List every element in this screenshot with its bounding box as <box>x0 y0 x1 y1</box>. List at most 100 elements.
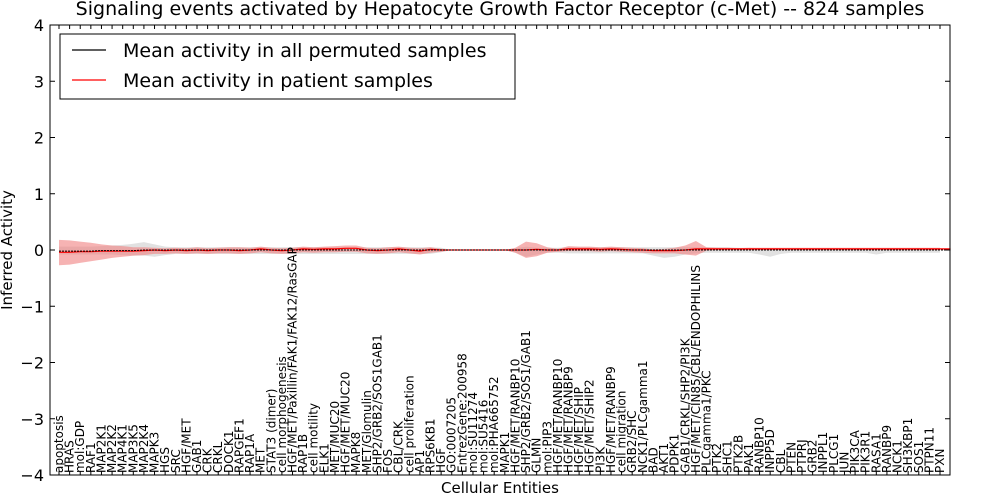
x-tick-label: CBL <box>774 449 788 473</box>
x-tick-label: HGF/MET/RANBP10 <box>508 359 522 473</box>
x-tick-label: MAPK3 <box>148 432 162 473</box>
x-tick-label: RANBP10 <box>753 417 767 473</box>
y-tick-label: −3 <box>20 410 44 429</box>
x-tick-label: JUN <box>837 452 851 474</box>
x-tick-label: PTPRJ <box>795 439 809 473</box>
x-tick-label: HGF/MET <box>179 418 193 473</box>
x-tick-label: PDPK1 <box>668 434 682 473</box>
x-axis <box>58 25 941 475</box>
x-tick-label: STAT3 (dimer) <box>264 389 278 473</box>
y-tick-label: 2 <box>34 129 44 148</box>
x-tick-label: RAF1 <box>84 442 98 473</box>
x-tick-label: GRB2/SHC <box>625 410 639 473</box>
x-tick-label: HGF/MET/RANBP10 <box>551 359 565 473</box>
x-tick-labels: apoptosisHRASmol:GDPRAF1MAP2K1MAP2K2MAP4… <box>52 247 947 474</box>
legend-box <box>59 33 516 100</box>
x-tick-label: ELK1 <box>317 443 331 473</box>
permuted-mean-line <box>59 249 951 252</box>
x-axis-title: Cellular Entities <box>441 479 559 497</box>
x-tick-label: HGF <box>434 448 448 473</box>
x-tick-label: PLCG1 <box>827 434 841 473</box>
x-tick-label: GAB1 <box>190 440 204 473</box>
x-tick-label: cell migration <box>615 391 629 473</box>
chart-title: Signaling events activated by Hepatocyte… <box>76 0 925 20</box>
x-tick-label: NCK1/PLCgamma1 <box>636 360 650 473</box>
x-tick-label: AP1 <box>413 450 427 473</box>
x-tick-label: PTPN11 <box>922 427 936 473</box>
x-tick-label: INPPL1 <box>816 432 830 473</box>
x-tick-label: PI3K <box>593 446 607 473</box>
y-tick-label: −4 <box>20 466 44 485</box>
x-tick-label: HRAS <box>63 440 77 473</box>
x-tick-label: cell morphogenesis <box>275 356 289 473</box>
x-tick-label: HGS <box>158 447 172 473</box>
x-tick-label: HGF/MET/SHIP <box>572 387 586 473</box>
x-tick-label: cell motility <box>307 403 321 473</box>
y-tick-label: −2 <box>20 354 44 373</box>
x-tick-label: HGF/MET/RANBP9 <box>561 366 575 473</box>
x-tick-label: HGF/MET/RANBP9 <box>604 366 618 473</box>
x-tick-label: MET/MUC20 <box>328 401 342 473</box>
y-axis: −4 −3 −2 −1 0 1 2 3 4 <box>20 16 950 485</box>
x-tick-label: MAPK8 <box>349 432 363 473</box>
x-tick-label: RAPGEF1 <box>232 418 246 473</box>
x-tick-label: SOS1 <box>912 441 926 473</box>
x-tick-label: GAB1/CRKL/SHP2/PI3K <box>678 337 692 473</box>
x-tick-label: cell proliferation <box>402 375 416 473</box>
x-tick-label: PXN <box>933 449 947 473</box>
x-tick-label: MAP4K1 <box>116 424 130 473</box>
y-tick-label: 1 <box>34 185 44 204</box>
x-tick-label: RASA1 <box>869 433 883 473</box>
x-tick-label: PTEN <box>784 442 798 473</box>
x-tick-label: mol:PHA665752 <box>487 376 501 473</box>
x-tick-label: GO:0007205 <box>445 397 459 473</box>
y-axis-title: Inferred Activity <box>0 190 16 310</box>
x-tick-label: SHP2/GRB2/SOS1GAB1 <box>370 334 384 473</box>
legend: Mean activity in all permuted samples Me… <box>59 33 516 100</box>
y-tick-label: 4 <box>34 16 44 35</box>
x-tick-label: mol:PIP3 <box>540 421 554 473</box>
x-tick-label: MAPK1 <box>498 432 512 473</box>
x-tick-label: MAP2K4 <box>137 424 151 473</box>
x-tick-label: CRKL <box>211 441 225 473</box>
x-tick-label: RANBP9 <box>880 425 894 473</box>
x-tick-label: mol:SU5416 <box>477 400 491 473</box>
x-tick-label: PAK1 <box>742 443 756 473</box>
x-tick-label: RPS6KB1 <box>424 418 438 473</box>
y-tick-label: 3 <box>34 72 44 91</box>
x-tick-label: HGF/MET/MUC20 <box>339 372 353 473</box>
x-tick-label: SHP2/GRB2/SOS1/GAB1 <box>519 330 533 473</box>
y-tick-label: −1 <box>20 297 44 316</box>
x-tick-label: PTK2B <box>731 435 745 473</box>
x-tick-label: SH3KBP1 <box>901 418 915 473</box>
x-tick-label: HGF/MET/SHIP2 <box>583 379 597 473</box>
x-tick-label: MAP2K1 <box>94 424 108 473</box>
x-tick-label: HGF/MET/Paxillin/FAK1/FAK12/RasGAP <box>286 247 300 473</box>
x-tick-label: PLCgamma1/PKC <box>699 370 713 473</box>
x-tick-label: GLMN <box>530 438 544 473</box>
x-tick-label: INPP5D <box>763 429 777 473</box>
legend-label-permuted: Mean activity in all permuted samples <box>123 40 486 62</box>
x-tick-label: CBL/CRK <box>392 420 406 473</box>
x-tick-label: SRC <box>169 449 183 473</box>
legend-label-patient: Mean activity in patient samples <box>123 70 433 92</box>
x-tick-label: FOS <box>381 449 395 473</box>
x-tick-label: RAP1B <box>296 434 310 473</box>
x-tick-label: MAP2K2 <box>105 424 119 473</box>
x-tick-label: RAP1A <box>243 433 257 473</box>
x-tick-label: mol:SU11274 <box>466 392 480 473</box>
patient-band <box>59 239 940 266</box>
x-tick-label: CRK <box>201 447 215 473</box>
x-tick-label: MET <box>254 447 268 473</box>
x-tick-label: PIK3CA <box>848 429 862 473</box>
x-tick-label: MAP3K5 <box>126 424 140 473</box>
x-tick-label: DOCK1 <box>222 430 236 473</box>
x-tick-label: MET/Glomulin <box>360 390 374 473</box>
x-tick-label: NCK1 <box>891 440 905 473</box>
x-tick-label: BAD <box>646 447 660 473</box>
x-tick-label: apoptosis <box>52 415 66 473</box>
bands-layer <box>59 239 940 266</box>
x-tick-label: SHC1 <box>721 440 735 473</box>
lines-layer <box>59 247 951 253</box>
